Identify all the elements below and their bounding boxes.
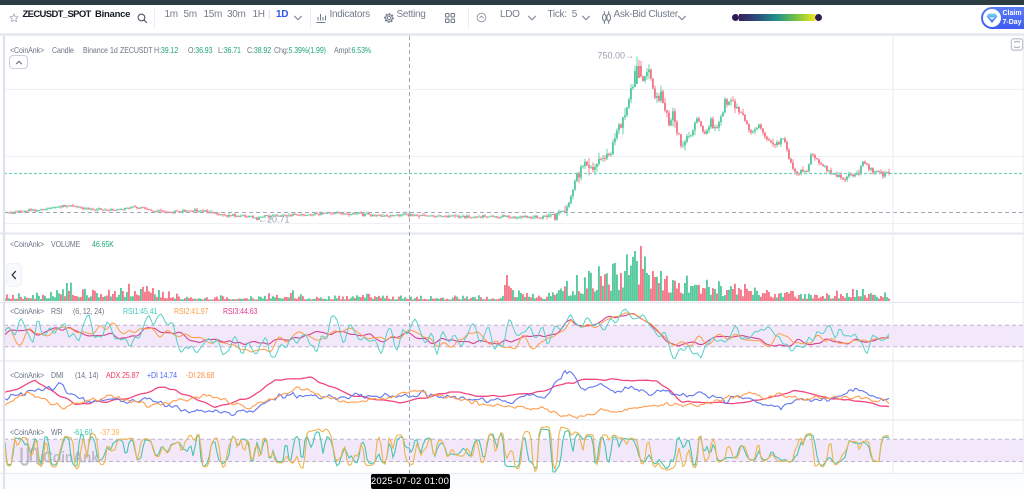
- svg-text:750.00→: 750.00→: [597, 51, 634, 61]
- svg-text:←20.71: ←20.71: [258, 215, 290, 225]
